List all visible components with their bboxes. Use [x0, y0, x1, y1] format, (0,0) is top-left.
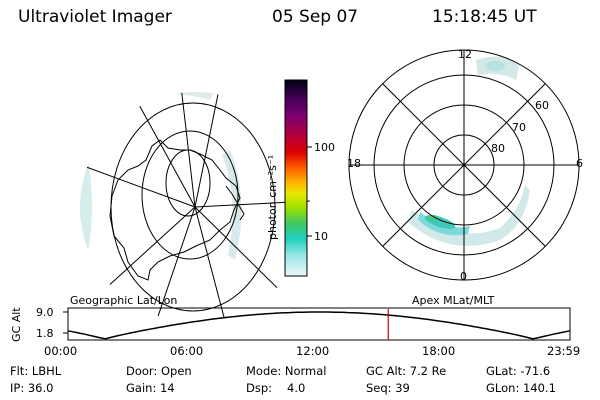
- altitude-ylabel: GC Alt: [10, 307, 23, 342]
- xtick-1800: 18:00: [422, 344, 456, 358]
- info-dsp-value: 4.0: [287, 381, 306, 395]
- mlt-label-18: 18: [347, 157, 361, 170]
- altitude-plot: [63, 307, 571, 341]
- polar-grid: [349, 50, 579, 280]
- info-flt: Flt: LBHL: [10, 364, 62, 378]
- info-ip: IP: 36.0: [10, 381, 54, 395]
- xtick-2359: 23:59: [547, 344, 581, 358]
- aurora-emission-right: [408, 56, 530, 246]
- right-panel-label: Apex MLat/MLT: [412, 294, 495, 307]
- mlt-label-12: 12: [458, 48, 472, 61]
- xtick-0000: 00:00: [44, 344, 78, 358]
- mlt-label-0: 0: [460, 270, 467, 283]
- mlat-label-70: 70: [512, 121, 526, 134]
- info-gain: Gain: 14: [126, 381, 175, 395]
- mlt-label-6: 6: [576, 157, 583, 170]
- mlat-label-60: 60: [535, 99, 549, 112]
- info-door: Door: Open: [126, 364, 192, 378]
- xtick-0600: 06:00: [170, 344, 204, 358]
- xtick-1200: 12:00: [296, 344, 330, 358]
- magnetic-polar-plot: [348, 49, 580, 281]
- info-gc-alt: GC Alt: 7.2 Re: [366, 364, 447, 378]
- altitude-ytick-1-8: 1.8: [36, 327, 54, 340]
- info-mode: Mode: Normal: [246, 364, 327, 378]
- instrument-title: Ultraviolet Imager: [18, 7, 172, 27]
- info-glon: GLon: 140.1: [486, 381, 556, 395]
- time-label: 15:18:45 UT: [432, 7, 537, 27]
- colorbar-label-10: 10: [314, 230, 328, 243]
- colorbar-label-100: 100: [314, 141, 335, 154]
- altitude-ytick-9: 9.0: [36, 306, 54, 319]
- colorbar: [284, 79, 308, 277]
- colorbar-unit-label: photon cm⁻²s⁻¹: [266, 154, 279, 240]
- left-panel-label: Geographic Lat/Lon: [70, 294, 178, 307]
- date-label: 05 Sep 07: [272, 7, 359, 27]
- mlat-label-80: 80: [491, 142, 505, 155]
- info-glat: GLat: -71.6: [486, 364, 551, 378]
- info-dsp-label: Dsp:: [246, 381, 273, 395]
- altitude-curve: [67, 311, 571, 340]
- coastline: [109, 139, 241, 281]
- info-seq: Seq: 39: [366, 381, 410, 395]
